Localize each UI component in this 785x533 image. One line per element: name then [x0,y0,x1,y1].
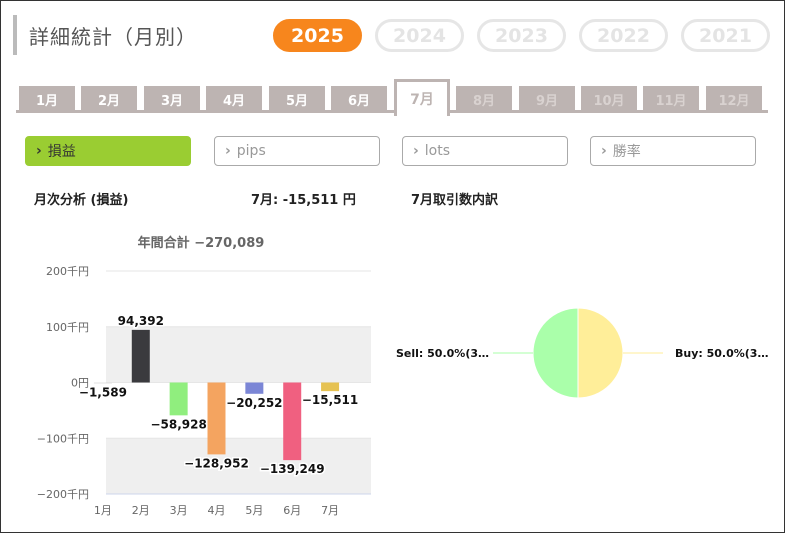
month-tab-8[interactable]: 8月 [456,86,512,113]
title-wrap: 詳細統計（月別） [13,15,197,55]
bar-data-label: −58,928 [150,417,206,431]
month-tab-9[interactable]: 9月 [519,86,575,113]
metric-button-lots[interactable]: › lots [402,136,568,166]
x-tick-label: 1月 [94,504,112,517]
y-tick-label: 100千円 [46,321,89,334]
chevron-right-icon: › [413,143,419,159]
metric-button-profit[interactable]: › 損益 [25,136,191,166]
pie-slices [532,307,624,399]
trade-breakdown-title: 7月取引数内訳 [411,193,499,208]
year-tab-2021[interactable]: 2021 [681,19,770,52]
month-tabs: 1月 2月 3月 4月 5月 6月 7月 8月 9月 10月 11月 12月 [16,79,768,116]
x-tick-label: 7月 [321,504,339,517]
bar[interactable] [207,382,226,455]
pie-slice[interactable] [532,307,579,399]
bar-data-label: −1,589 [79,386,127,400]
pie-labels: Sell: 50.0%(3… Buy: 50.0%(3… [396,347,768,360]
plot-band [106,326,371,383]
y-tick-label: 200千円 [46,265,89,278]
month-tab-6[interactable]: 6月 [331,86,387,113]
month-tab-4[interactable]: 4月 [206,86,262,113]
bar-data-labels: −1,589 94,392 −58,928 −128,952 −20,252 −139,2… [77,312,359,477]
plot-band [106,438,371,494]
year-tab-2025[interactable]: 2025 [273,19,362,52]
bar[interactable] [93,382,112,384]
year-tab-2023[interactable]: 2023 [477,19,566,52]
bar[interactable] [131,329,150,383]
trade-pie-chart: Sell: 50.0%(3… Buy: 50.0%(3… [396,307,768,399]
metric-button-pips[interactable]: › pips [214,136,380,166]
current-month-value: 7月: -15,511 円 [251,193,356,208]
monthly-bar-chart: 年間合計 −270,089 200千円 100千円 0円 −100千円 −200千円 −… [37,235,371,517]
y-tick-label: −100千円 [37,432,89,445]
year-tab-2022[interactable]: 2022 [579,19,668,52]
x-tick-label: 3月 [170,504,188,517]
month-tab-7[interactable]: 7月 [394,79,450,116]
metric-label: pips [236,143,266,159]
bar[interactable] [321,382,340,392]
metric-label: 損益 [47,144,76,160]
bar[interactable] [169,382,188,416]
chart-title: 年間合計 −270,089 [138,235,265,251]
bar[interactable] [245,382,264,394]
bar-data-label: −139,249 [260,462,325,476]
bar-data-label: 94,392 [118,314,164,328]
plot-bands [106,326,371,494]
bar-data-label: −128,952 [184,456,249,470]
monthly-analysis-title: 月次分析 (損益) [34,193,129,208]
chevron-right-icon: › [36,143,42,159]
pie-label-sell: Sell: 50.0%(3… [396,347,489,360]
x-tick-label: 6月 [283,504,301,517]
bar[interactable] [283,382,302,461]
x-axis-ticks: 1月 2月 3月 4月 5月 6月 7月 [94,504,339,517]
year-tab-2024[interactable]: 2024 [375,19,464,52]
metric-label: lots [424,143,451,159]
bars [93,329,340,461]
month-tab-2[interactable]: 2月 [81,86,137,113]
pie-slice[interactable] [577,307,624,399]
metric-button-winrate[interactable]: › 勝率 [590,136,756,166]
y-tick-label: −200千円 [37,488,89,501]
month-tab-10[interactable]: 10月 [581,86,637,113]
bar-data-label: −15,511 [302,393,358,407]
month-tab-11[interactable]: 11月 [643,86,699,113]
y-axis-ticks: 200千円 100千円 0円 −100千円 −200千円 [37,265,89,501]
chevron-right-icon: › [601,143,607,159]
metric-label: 勝率 [612,144,641,160]
x-tick-label: 5月 [245,504,263,517]
month-tab-3[interactable]: 3月 [144,86,200,113]
pie-label-buy: Buy: 50.0%(3… [675,347,768,360]
bar-data-label: −20,252 [226,396,282,410]
month-tab-5[interactable]: 5月 [269,86,325,113]
chevron-right-icon: › [225,143,231,159]
page-title: 詳細統計（月別） [29,24,197,49]
y-tick-label: 0円 [71,377,89,390]
month-tab-1[interactable]: 1月 [19,86,75,113]
month-tab-12[interactable]: 12月 [706,86,762,113]
year-tabs: 2025 2024 2023 2022 2021 [273,19,770,52]
x-tick-label: 2月 [132,504,150,517]
x-tick-label: 4月 [208,504,226,517]
